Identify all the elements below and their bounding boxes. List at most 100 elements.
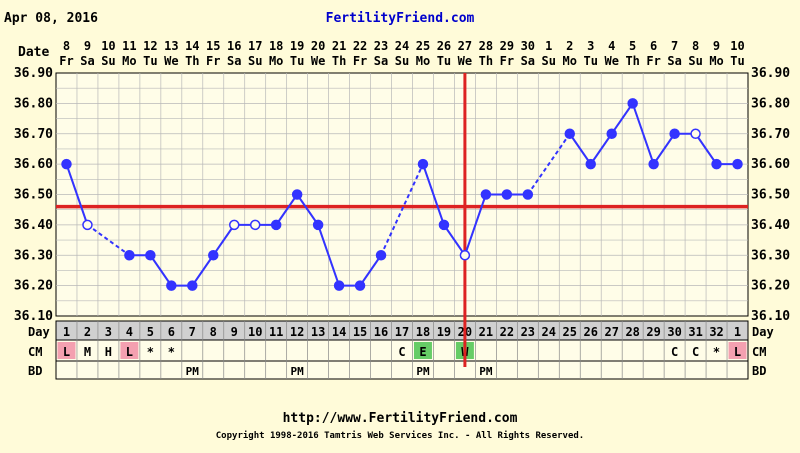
date-tick: 4 xyxy=(608,39,615,53)
date-tick: 23 xyxy=(374,39,388,53)
cycle-day-label: 6 xyxy=(168,325,175,339)
date-tick: 22 xyxy=(353,39,367,53)
cm-mark: * xyxy=(147,345,154,359)
temp-point xyxy=(312,219,324,231)
date-tick: 20 xyxy=(311,39,325,53)
cycle-day-label: 3 xyxy=(105,325,112,339)
cm-mark: H xyxy=(105,345,112,359)
temp-point xyxy=(375,250,387,261)
weekday-tick: Mo xyxy=(563,54,577,68)
temp-point xyxy=(354,280,366,291)
temp-point-open xyxy=(82,219,93,231)
day-row-label-right: Day xyxy=(752,325,774,339)
cm-cell-bg xyxy=(413,342,432,359)
cycle-day-label: 14 xyxy=(332,325,346,339)
bd-mark: PM xyxy=(186,365,200,378)
temp-point xyxy=(732,158,743,170)
temp-segment xyxy=(212,224,236,256)
y-tick-left: 36.10 xyxy=(14,309,53,324)
temp-point xyxy=(627,98,638,109)
weekday-tick: Su xyxy=(542,54,556,68)
date-tick: 6 xyxy=(650,39,657,53)
bd-row-label-right: BD xyxy=(752,364,766,378)
temp-point xyxy=(648,158,659,170)
date-tick: 8 xyxy=(63,39,70,53)
cm-cell-bg xyxy=(57,342,76,359)
cycle-day-label: 25 xyxy=(563,325,577,339)
temp-point xyxy=(333,280,345,291)
temp-point-open xyxy=(459,250,471,261)
date-tick: 7 xyxy=(671,39,678,53)
weekday-tick: Th xyxy=(479,54,493,68)
y-tick-right: 36.60 xyxy=(751,157,790,172)
date-tick: 3 xyxy=(587,39,594,53)
cycle-day-label: 26 xyxy=(584,325,598,339)
coverline-and-ovulation xyxy=(56,73,748,367)
temp-segment xyxy=(526,133,571,196)
cycle-day-label: 2 xyxy=(84,325,91,339)
cm-mark: C xyxy=(398,345,405,359)
temp-point-open xyxy=(690,128,701,139)
footer-copyright: Copyright 1998-2016 Tamtris Web Services… xyxy=(216,430,584,441)
bd-row-label-left: BD xyxy=(28,364,42,378)
y-tick-right: 36.90 xyxy=(751,66,790,81)
date-tick: 25 xyxy=(416,39,430,53)
temp-segment xyxy=(86,224,130,257)
temp-point xyxy=(145,250,156,261)
cycle-day-label: 30 xyxy=(667,325,681,339)
temp-point xyxy=(61,158,72,170)
y-tick-left: 36.50 xyxy=(14,188,53,203)
weekday-tick: Sa xyxy=(80,54,94,68)
cm-mark: C xyxy=(692,345,699,359)
site-name[interactable]: FertilityFriend.com xyxy=(326,11,475,26)
footer-url[interactable]: http://www.FertilityFriend.com xyxy=(283,411,518,426)
y-tick-right: 36.50 xyxy=(751,188,790,203)
date-tick: 11 xyxy=(122,39,136,53)
date-tick: 14 xyxy=(185,39,199,53)
date-tick: 8 xyxy=(692,39,699,53)
weekday-tick: Su xyxy=(248,54,262,68)
cycle-day-label: 11 xyxy=(269,325,283,339)
y-tick-left: 36.20 xyxy=(14,279,53,294)
weekday-tick: Mo xyxy=(416,54,430,68)
weekday-tick: Fr xyxy=(646,54,660,68)
y-tick-left: 36.40 xyxy=(14,218,53,233)
temp-point xyxy=(711,158,722,170)
temp-segment xyxy=(568,133,592,165)
y-tick-left: 36.80 xyxy=(14,96,53,111)
cycle-day-label: 4 xyxy=(126,325,133,339)
cycle-day-label: 17 xyxy=(395,325,409,339)
temp-point xyxy=(564,128,576,139)
cm-mark: M xyxy=(84,345,91,359)
temp-point xyxy=(585,158,596,170)
weekday-tick: Th xyxy=(332,54,346,68)
cm-mark: * xyxy=(713,345,720,359)
temp-segment xyxy=(317,224,341,286)
date-tick: 18 xyxy=(269,39,283,53)
temp-point xyxy=(669,128,680,139)
temperature-grid xyxy=(55,72,749,317)
y-tick-right: 36.10 xyxy=(751,309,790,324)
date-row-label: Date xyxy=(18,45,49,60)
cycle-day-label: 24 xyxy=(542,325,556,339)
weekday-tick: Mo xyxy=(269,54,283,68)
temp-segment xyxy=(443,224,466,256)
date-tick: 12 xyxy=(143,39,157,53)
date-tick: 19 xyxy=(290,39,304,53)
cycle-day-label: 22 xyxy=(500,325,514,339)
cycle-day-label: 15 xyxy=(353,325,367,339)
y-tick-right: 36.70 xyxy=(751,127,790,142)
y-tick-right: 36.30 xyxy=(751,248,790,263)
temp-point xyxy=(291,189,303,200)
weekday-tick: Tu xyxy=(437,54,451,68)
date-tick: 5 xyxy=(629,39,636,53)
temp-segment xyxy=(422,163,445,226)
weekday-tick: Th xyxy=(185,54,199,68)
temp-segment xyxy=(275,193,298,226)
cycle-day-label: 13 xyxy=(311,325,325,339)
weekday-tick: Tu xyxy=(290,54,304,68)
cycle-day-label: 21 xyxy=(479,325,493,339)
cycle-day-label: 7 xyxy=(189,325,196,339)
temp-point-open xyxy=(228,219,240,231)
